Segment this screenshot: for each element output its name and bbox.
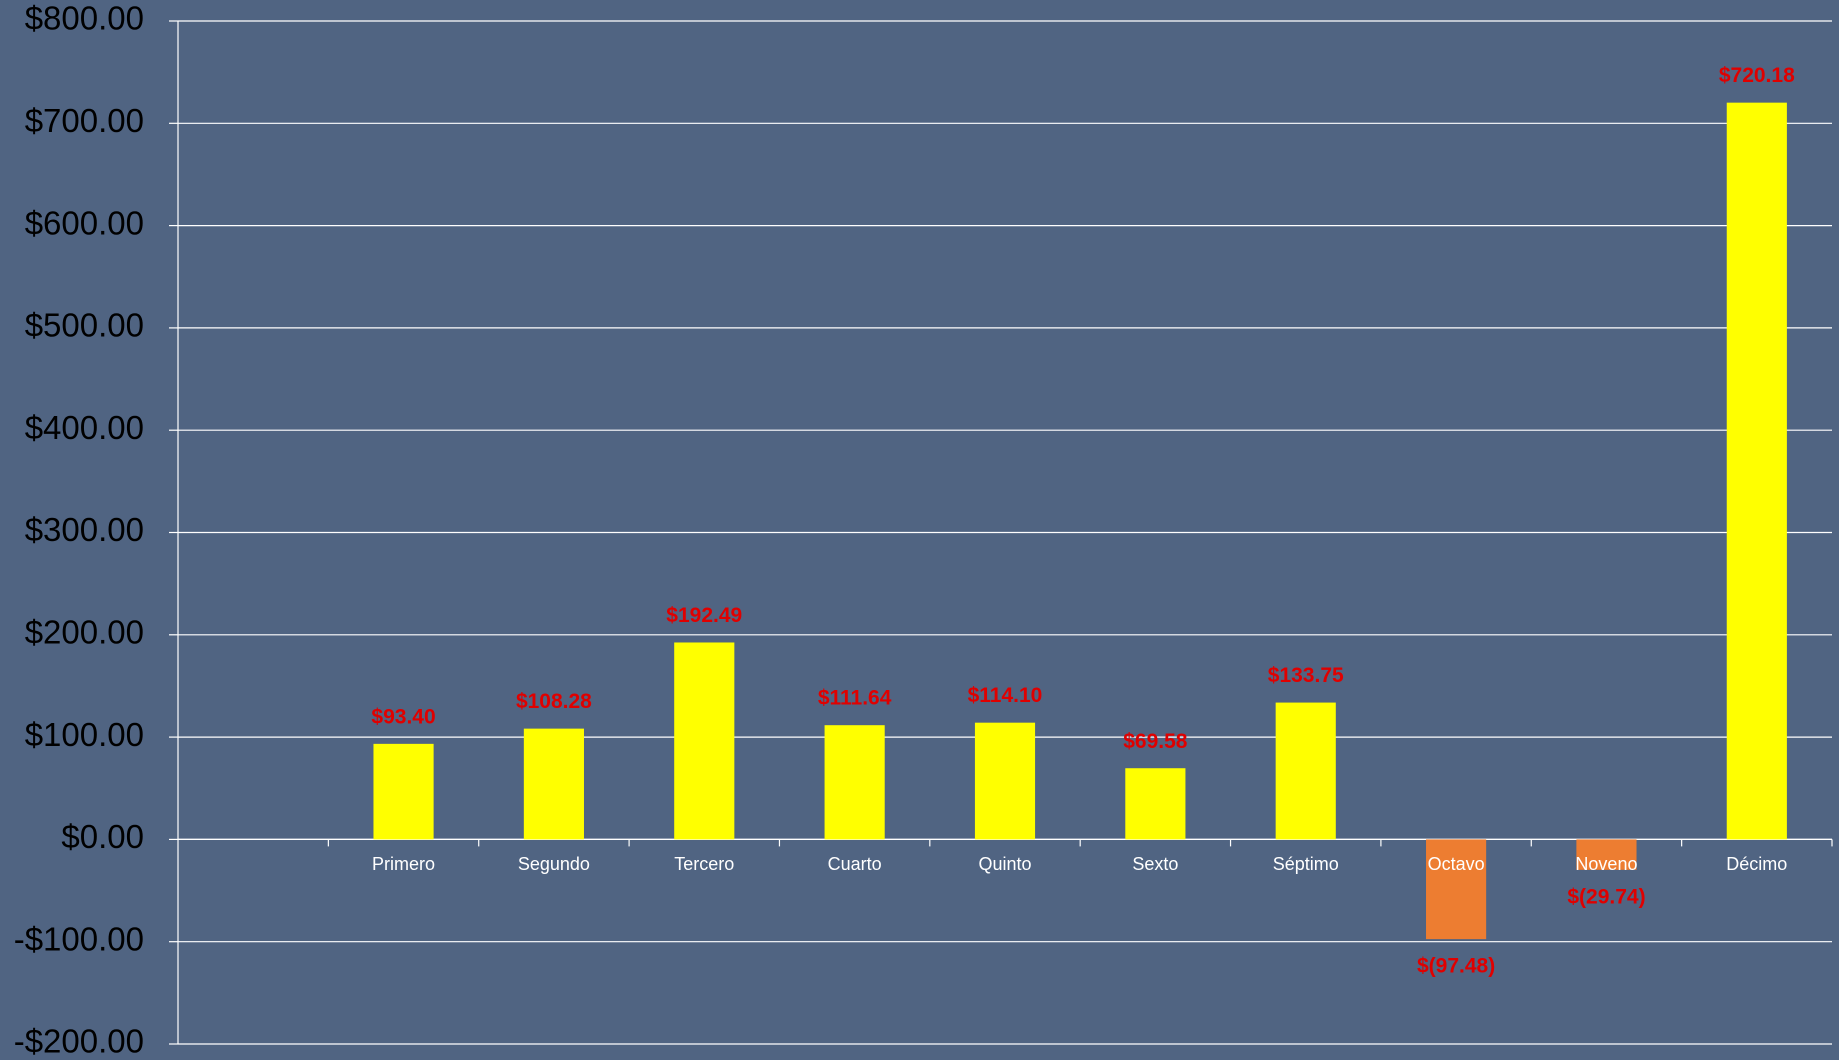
bar bbox=[974, 722, 1036, 840]
x-tick-label: Primero bbox=[372, 854, 435, 874]
value-label: $93.40 bbox=[371, 705, 435, 728]
x-tick-label: Quinto bbox=[978, 854, 1031, 874]
bar bbox=[1576, 839, 1637, 870]
value-label: $108.28 bbox=[516, 690, 592, 713]
value-label: $(97.48) bbox=[1417, 955, 1495, 978]
bar bbox=[824, 725, 885, 840]
x-tick-label: Décimo bbox=[1726, 854, 1787, 874]
x-tick-label: Tercero bbox=[674, 854, 734, 874]
value-label: $720.18 bbox=[1719, 64, 1795, 87]
x-tick-label: Noveno bbox=[1575, 854, 1637, 874]
bar bbox=[1125, 768, 1186, 840]
y-tick-label: $400.00 bbox=[25, 409, 144, 446]
x-tick-label: Séptimo bbox=[1273, 854, 1339, 874]
bar bbox=[1275, 702, 1336, 840]
value-label: $192.49 bbox=[666, 604, 742, 627]
x-tick-label: Cuarto bbox=[828, 854, 882, 874]
y-tick-label: $200.00 bbox=[25, 614, 144, 651]
y-tick-label: $500.00 bbox=[25, 307, 144, 344]
x-tick-label: Segundo bbox=[518, 854, 590, 874]
bar bbox=[373, 743, 434, 840]
y-tick-label: $800.00 bbox=[25, 0, 144, 37]
y-tick-label: -$200.00 bbox=[14, 1023, 144, 1060]
y-tick-label: $0.00 bbox=[61, 818, 144, 855]
bar bbox=[1426, 839, 1487, 940]
y-tick-label: $300.00 bbox=[25, 511, 144, 548]
x-tick-label: Octavo bbox=[1428, 854, 1485, 874]
y-tick-label: -$100.00 bbox=[14, 920, 144, 957]
bar bbox=[1726, 102, 1787, 840]
y-tick-label: $600.00 bbox=[25, 204, 144, 241]
value-label: $69.58 bbox=[1123, 730, 1188, 753]
value-label: $114.10 bbox=[968, 684, 1043, 707]
bar bbox=[674, 642, 735, 840]
x-tick-label: Sexto bbox=[1132, 854, 1178, 874]
value-label: $111.64 bbox=[818, 687, 892, 710]
y-tick-label: $100.00 bbox=[25, 716, 144, 753]
value-label: $133.75 bbox=[1268, 664, 1344, 687]
bar bbox=[523, 728, 584, 840]
y-tick-label: $700.00 bbox=[25, 102, 144, 139]
value-label: $(29.74) bbox=[1567, 885, 1645, 908]
